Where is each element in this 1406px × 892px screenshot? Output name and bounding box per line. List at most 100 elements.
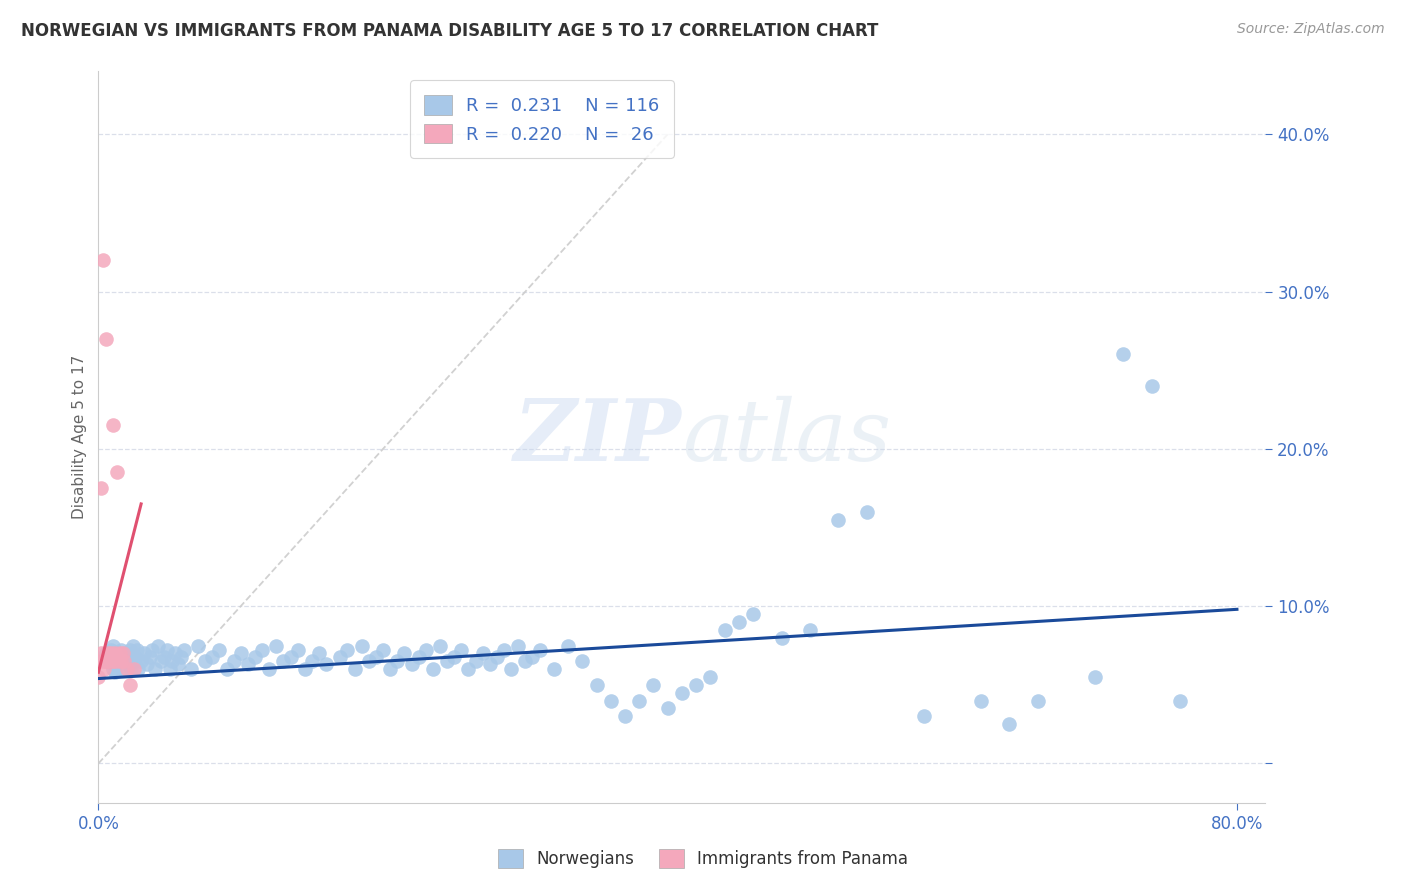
Point	[273, 654, 295, 668]
Legend: R =  0.231    N = 116, R =  0.220    N =  26: R = 0.231 N = 116, R = 0.220 N = 26	[411, 80, 673, 158]
Point	[643, 678, 665, 692]
Point	[243, 649, 266, 664]
Point	[148, 639, 170, 653]
Point	[118, 678, 141, 692]
Point	[115, 662, 138, 676]
Point	[294, 662, 316, 676]
Point	[98, 654, 121, 668]
Point	[457, 662, 479, 676]
Point	[394, 646, 416, 660]
Point	[105, 466, 128, 480]
Point	[101, 639, 124, 653]
Point	[1112, 347, 1135, 361]
Text: NORWEGIAN VS IMMIGRANTS FROM PANAMA DISABILITY AGE 5 TO 17 CORRELATION CHART: NORWEGIAN VS IMMIGRANTS FROM PANAMA DISA…	[21, 22, 879, 40]
Point	[111, 646, 134, 660]
Point	[101, 662, 124, 676]
Point	[87, 670, 110, 684]
Point	[112, 654, 135, 668]
Point	[125, 643, 148, 657]
Point	[103, 657, 125, 672]
Point	[180, 662, 202, 676]
Point	[94, 332, 117, 346]
Point	[614, 709, 637, 723]
Point	[91, 654, 114, 668]
Y-axis label: Disability Age 5 to 17: Disability Age 5 to 17	[72, 355, 87, 519]
Point	[998, 717, 1021, 731]
Point	[162, 654, 184, 668]
Point	[111, 662, 134, 676]
Point	[742, 607, 765, 621]
Point	[529, 643, 551, 657]
Point	[515, 654, 537, 668]
Point	[478, 657, 501, 672]
Point	[401, 657, 423, 672]
Point	[153, 649, 176, 664]
Point	[415, 643, 437, 657]
Point	[464, 654, 486, 668]
Point	[557, 639, 579, 653]
Point	[117, 649, 139, 664]
Point	[107, 654, 129, 668]
Point	[167, 657, 190, 672]
Point	[1026, 693, 1049, 707]
Point	[110, 654, 132, 668]
Point	[93, 662, 115, 676]
Point	[138, 649, 160, 664]
Point	[173, 643, 195, 657]
Point	[110, 643, 132, 657]
Point	[364, 649, 387, 664]
Point	[315, 657, 337, 672]
Point	[799, 623, 821, 637]
Point	[1084, 670, 1107, 684]
Point	[89, 654, 111, 668]
Point	[443, 649, 465, 664]
Point	[94, 654, 117, 668]
Point	[508, 639, 530, 653]
Point	[257, 662, 280, 676]
Point	[250, 643, 273, 657]
Point	[571, 654, 593, 668]
Point	[105, 646, 128, 660]
Point	[156, 643, 179, 657]
Point	[671, 686, 693, 700]
Point	[114, 646, 136, 660]
Point	[115, 657, 138, 672]
Point	[104, 665, 127, 680]
Point	[329, 649, 352, 664]
Point	[387, 654, 409, 668]
Point	[471, 646, 494, 660]
Point	[100, 646, 122, 660]
Point	[90, 481, 112, 495]
Point	[120, 662, 142, 676]
Point	[856, 505, 879, 519]
Point	[357, 654, 380, 668]
Point	[408, 649, 430, 664]
Point	[685, 678, 707, 692]
Point	[301, 654, 323, 668]
Point	[132, 646, 155, 660]
Point	[308, 646, 330, 660]
Point	[770, 631, 793, 645]
Point	[187, 639, 209, 653]
Point	[108, 646, 131, 660]
Point	[208, 643, 231, 657]
Point	[436, 654, 458, 668]
Point	[343, 662, 366, 676]
Point	[122, 654, 145, 668]
Point	[628, 693, 651, 707]
Point	[1140, 379, 1163, 393]
Point	[107, 654, 129, 668]
Point	[485, 649, 508, 664]
Point	[522, 649, 544, 664]
Text: Source: ZipAtlas.com: Source: ZipAtlas.com	[1237, 22, 1385, 37]
Point	[201, 649, 224, 664]
Point	[96, 654, 118, 668]
Point	[100, 643, 122, 657]
Point	[450, 643, 472, 657]
Point	[103, 654, 125, 668]
Point	[104, 646, 127, 660]
Point	[215, 662, 238, 676]
Point	[657, 701, 679, 715]
Point	[97, 649, 120, 664]
Point	[543, 662, 565, 676]
